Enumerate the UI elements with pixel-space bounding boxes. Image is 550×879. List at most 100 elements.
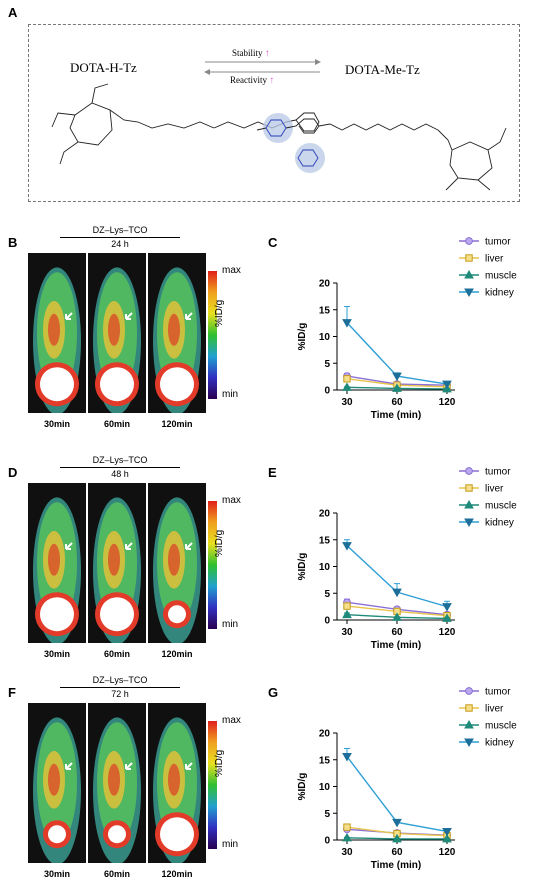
colorbar-min-label: min — [222, 839, 239, 850]
legend-label: liver — [485, 484, 504, 495]
right-tetrazine-highlight — [263, 113, 293, 143]
reactivity-label: Reactivity ↑ — [230, 75, 274, 86]
x-tick-label: 60 — [391, 627, 403, 638]
data-point — [342, 319, 352, 328]
scan-time-label: 60min — [103, 649, 130, 659]
tumor-arrow-icon — [65, 312, 73, 320]
tumor-arrow-icon — [185, 312, 193, 320]
data-point — [465, 687, 473, 695]
data-point — [464, 719, 474, 729]
x-tick-label: 120 — [439, 847, 456, 858]
chemical-structures — [51, 59, 507, 191]
tumor-arrow-icon — [125, 542, 133, 550]
x-tick-label: 120 — [439, 627, 456, 638]
compound-left: DOTA-H-Tz — [70, 60, 137, 75]
y-tick-label: 10 — [319, 782, 331, 793]
colorbar-max-label: max — [222, 715, 241, 726]
y-tick-label: 20 — [319, 509, 331, 520]
y-tick-label: 0 — [324, 836, 330, 847]
data-point — [465, 254, 473, 262]
compound-right: DOTA-Me-Tz — [345, 62, 420, 77]
scan-time-label: 30min — [43, 869, 70, 879]
panel-label-g: G — [268, 685, 279, 700]
stability-text: Stability — [232, 48, 263, 58]
data-point — [442, 380, 452, 390]
data-point — [442, 603, 452, 612]
data-point — [392, 383, 402, 392]
scan-time-label: 120min — [161, 869, 193, 879]
pet-scan-image — [148, 253, 206, 413]
panel-label-f: F — [8, 685, 16, 700]
data-point — [392, 818, 402, 828]
colorbar-title: %ID/g — [214, 749, 225, 777]
legend-label: tumor — [485, 687, 511, 698]
colorbar — [208, 271, 217, 399]
colorbar-min-label: min — [222, 389, 239, 400]
scan-time-label: 60min — [103, 419, 130, 429]
data-point — [442, 827, 452, 837]
legend-label: liver — [485, 704, 504, 715]
colorbar-title: %ID/g — [214, 529, 225, 557]
timepoint-label: 24 h — [111, 239, 129, 249]
probe-underline — [60, 467, 180, 468]
panel-label-b: B — [8, 235, 18, 250]
probe-underline — [60, 237, 180, 238]
reactivity-text: Reactivity — [230, 75, 267, 85]
y-tick-label: 0 — [324, 386, 330, 397]
probe-label: DZ–Lys–TCO — [92, 225, 148, 235]
data-point — [392, 612, 402, 621]
x-tick-label: 120 — [439, 397, 456, 408]
probe-label: DZ–Lys–TCO — [92, 455, 148, 465]
y-axis-title: %ID/g — [297, 553, 308, 581]
x-axis-title: Time (min) — [371, 640, 421, 651]
pet-scan-image — [148, 703, 206, 863]
data-point — [464, 288, 474, 298]
data-point — [342, 753, 352, 762]
y-tick-label: 20 — [319, 279, 331, 290]
data-point — [342, 542, 352, 551]
panel-label-d: D — [8, 465, 18, 480]
y-axis-title: %ID/g — [297, 773, 308, 801]
data-point — [465, 484, 473, 492]
data-point — [464, 499, 474, 509]
y-tick-label: 15 — [319, 755, 331, 766]
legend-label: muscle — [485, 501, 517, 512]
legend-label: kidney — [485, 518, 514, 529]
legend-label: kidney — [485, 288, 514, 299]
tumor-arrow-icon — [65, 542, 73, 550]
colorbar-max-label: max — [222, 265, 241, 276]
scan-time-label: 120min — [161, 419, 193, 429]
pet-scan-image — [88, 253, 146, 413]
y-tick-label: 5 — [324, 809, 330, 820]
data-point — [442, 613, 452, 622]
left-tetrazine-ring — [297, 149, 319, 167]
colorbar-min-label: min — [222, 619, 239, 630]
y-tick-label: 15 — [319, 305, 331, 316]
data-point — [343, 823, 351, 831]
probe-underline — [60, 687, 180, 688]
colorbar — [208, 501, 217, 629]
colorbar — [208, 721, 217, 849]
dota-h-tz-structure — [51, 83, 320, 165]
legend-label: tumor — [485, 237, 511, 248]
scan-time-label: 60min — [103, 869, 130, 879]
pet-scan-image — [28, 483, 86, 643]
y-tick-label: 10 — [319, 332, 331, 343]
colorbar-max-label: max — [222, 495, 241, 506]
legend-label: kidney — [485, 738, 514, 749]
data-point — [465, 467, 473, 475]
scan-time-label: 30min — [43, 649, 70, 659]
pet-scan-image — [148, 483, 206, 643]
data-point — [342, 609, 352, 619]
data-point — [442, 833, 452, 843]
timepoint-label: 72 h — [111, 689, 129, 699]
x-tick-label: 30 — [341, 397, 353, 408]
legend-label: liver — [485, 254, 504, 265]
x-tick-label: 60 — [391, 847, 403, 858]
panel-label-c: C — [268, 235, 278, 250]
panel-label-a: A — [8, 5, 18, 20]
y-tick-label: 15 — [319, 535, 331, 546]
scan-time-label: 120min — [161, 649, 193, 659]
y-axis-title: %ID/g — [297, 323, 308, 351]
scan-time-label: 30min — [43, 419, 70, 429]
